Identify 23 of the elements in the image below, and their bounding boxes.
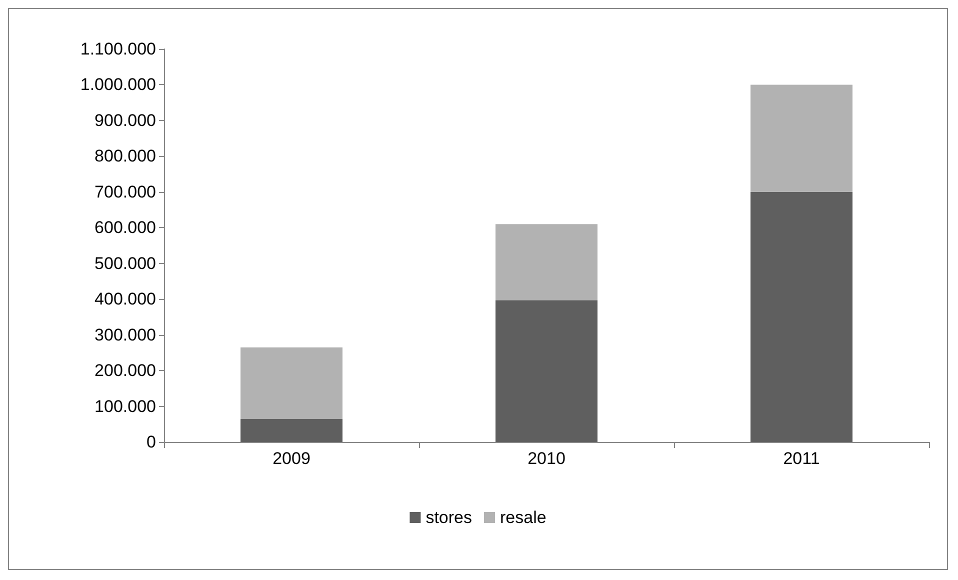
- bar: [240, 418, 342, 442]
- y-tick-label: 200.000: [94, 361, 156, 380]
- y-tick-label: 900.000: [94, 110, 156, 130]
- legend-label: stores: [426, 508, 472, 527]
- y-tick-label: 700.000: [94, 182, 156, 202]
- bar: [240, 347, 342, 419]
- y-tick-label: 1.000.000: [80, 75, 156, 94]
- y-tick-label: 300.000: [94, 325, 156, 344]
- y-tick-label: 600.000: [94, 218, 156, 238]
- bar: [496, 300, 598, 442]
- y-tick-label: 100.000: [94, 396, 156, 416]
- y-tick-label: 800.000: [94, 146, 156, 166]
- x-tick-label: 2010: [528, 449, 566, 468]
- x-tick-label: 2009: [272, 449, 310, 468]
- y-tick-label: 400.000: [94, 290, 156, 309]
- y-tick-label: 1.100.000: [80, 40, 156, 58]
- x-tick-label: 2011: [783, 449, 820, 468]
- y-tick-label: 500.000: [94, 254, 156, 273]
- bar: [750, 84, 852, 192]
- legend-label: resale: [500, 508, 546, 527]
- bar: [750, 192, 852, 442]
- bar: [496, 224, 598, 300]
- y-tick-label: 0: [146, 432, 156, 452]
